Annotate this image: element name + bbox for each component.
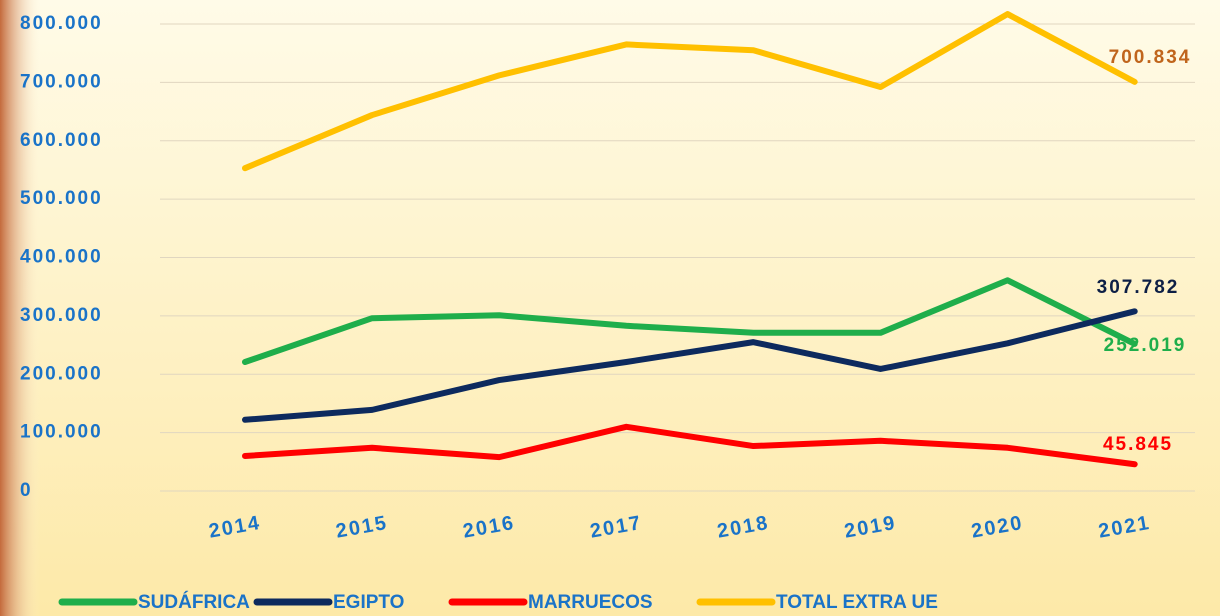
y-tick-label: 0 [20, 480, 33, 501]
y-tick-label: 200.000 [20, 363, 103, 384]
legend-label: TOTAL EXTRA UE [776, 592, 938, 613]
y-tick-label: 300.000 [20, 305, 103, 326]
value-label: 252.019 [1104, 335, 1187, 356]
value-label: 45.845 [1103, 434, 1173, 455]
y-tick-label: 700.000 [20, 71, 103, 92]
y-tick-label: 800.000 [20, 13, 103, 34]
y-tick-label: 100.000 [20, 422, 103, 443]
chart: 0 100.000 200.000 300.000 400.000 500.000 600.… [0, 0, 1220, 616]
y-tick-label: 500.000 [20, 188, 103, 209]
legend-label: EGIPTO [333, 592, 404, 613]
y-tick-label: 600.000 [20, 130, 103, 151]
value-label: 700.834 [1109, 47, 1192, 68]
legend-label: MARRUECOS [528, 592, 653, 613]
value-label: 307.782 [1097, 277, 1180, 298]
legend-label: SUDÁFRICA [138, 591, 250, 613]
y-tick-label: 400.000 [20, 247, 103, 268]
